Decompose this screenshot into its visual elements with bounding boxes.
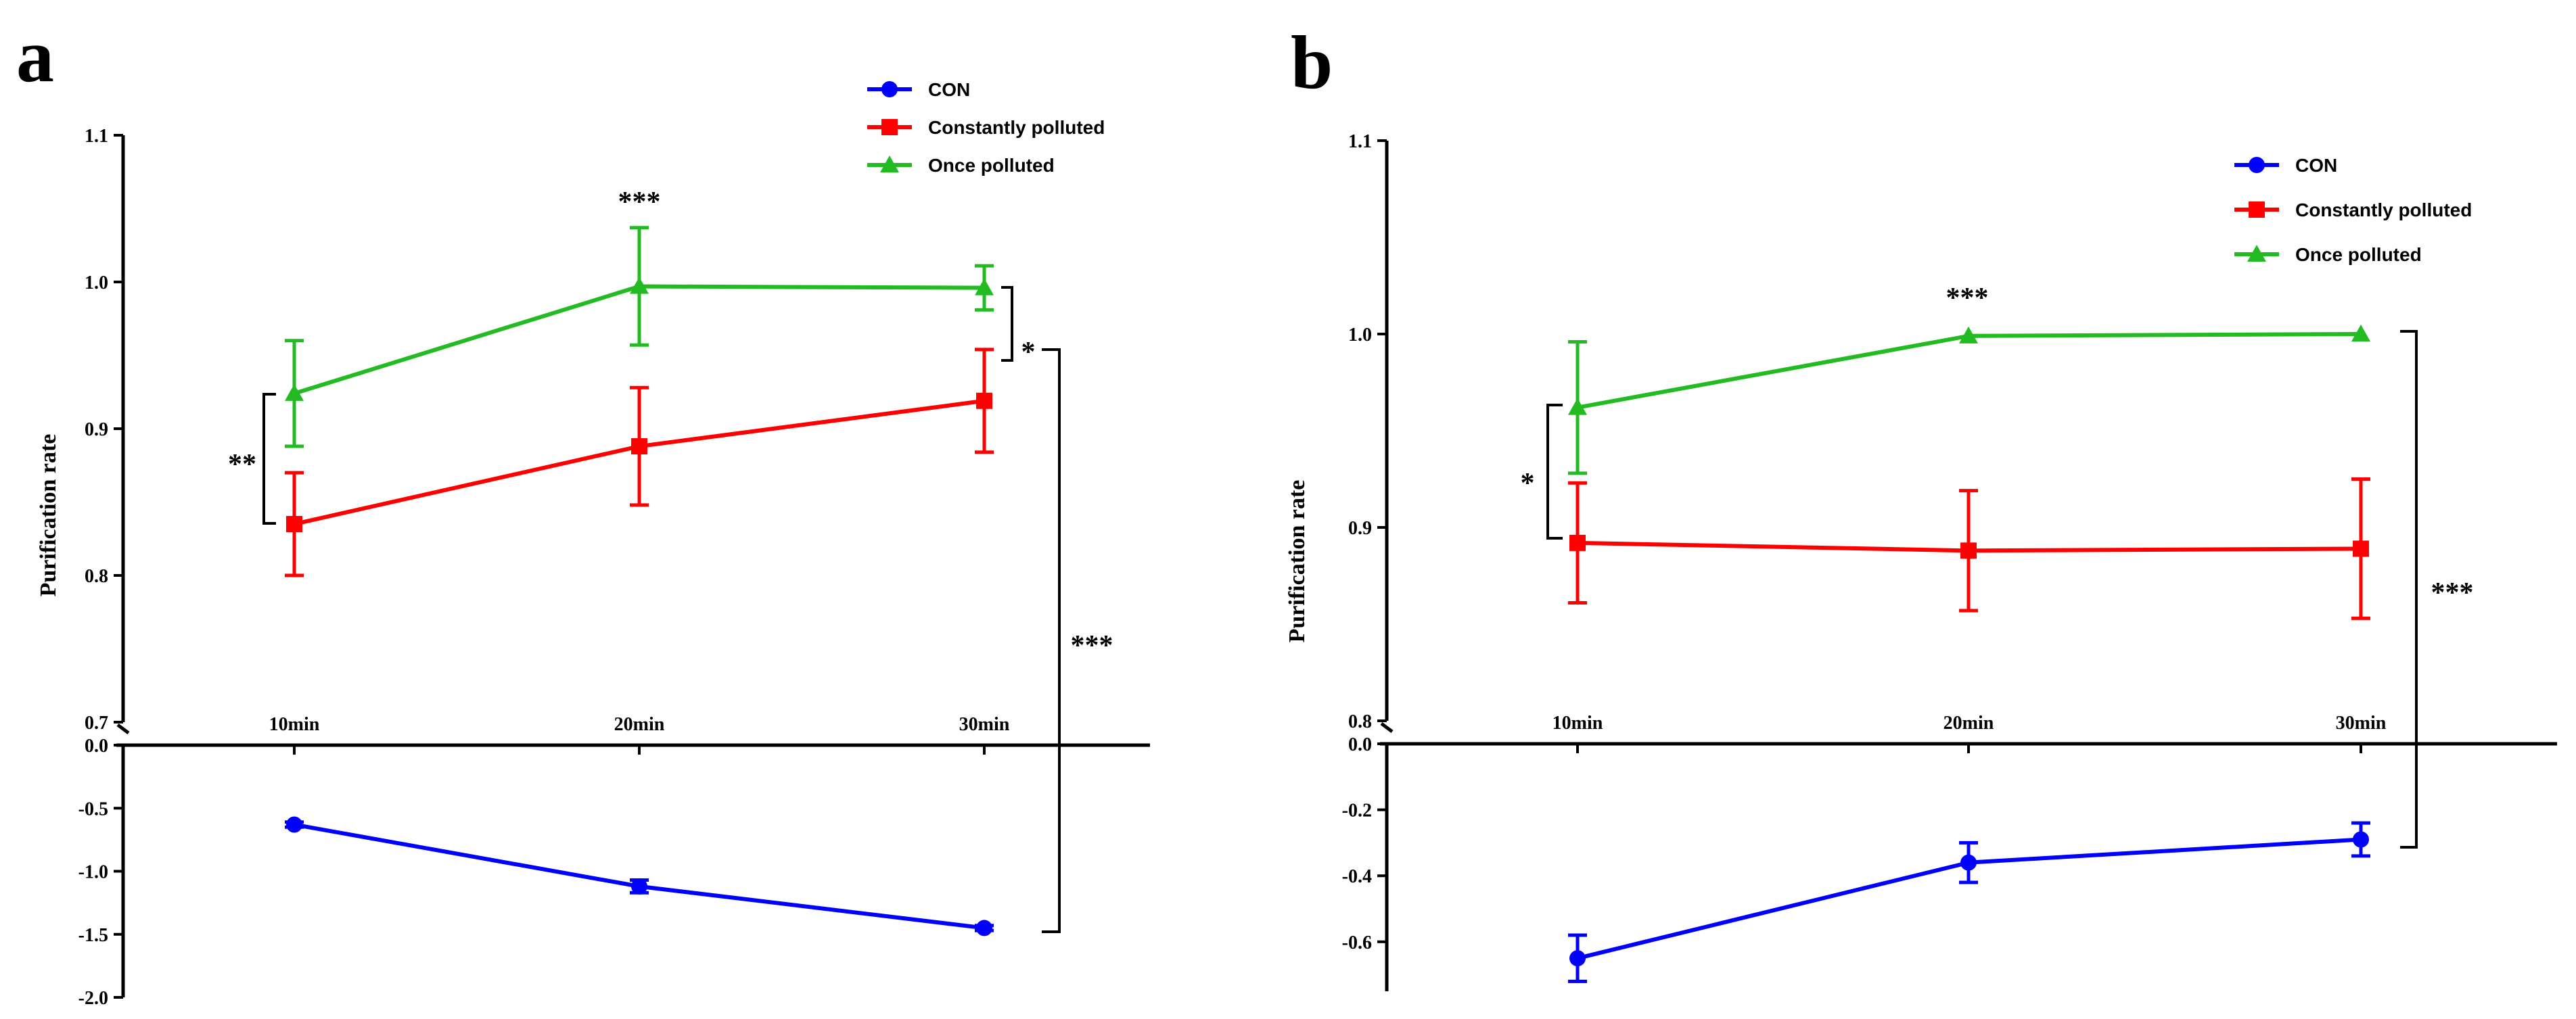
legend-marker-once-polluted bbox=[880, 156, 899, 172]
panel-a-point-constantly-polluted bbox=[286, 516, 302, 533]
legend-marker-con bbox=[881, 81, 898, 97]
panel-b-point-con bbox=[1960, 854, 1977, 871]
panel-b-point-once-polluted bbox=[1568, 398, 1587, 415]
panel-b-y-tick-label-upper: 1.1 bbox=[1348, 131, 1372, 152]
panel-b-series bbox=[1568, 325, 2370, 983]
panel-a-y-tick-label-upper: 1.1 bbox=[85, 126, 108, 147]
panel-b-line-once-polluted bbox=[1577, 332, 2362, 410]
panel-b-y-axis-label: Purification rate bbox=[1285, 480, 1310, 643]
panel-b-legend: CON Constantly polluted Once polluted bbox=[2234, 155, 2472, 265]
legend-label-con: CON bbox=[928, 79, 970, 100]
panel-a-y-tick-label-upper: 0.7 bbox=[85, 713, 108, 734]
panel-b-y-tick-label-upper: 0.8 bbox=[1348, 711, 1372, 732]
panel-a-point-con bbox=[631, 878, 647, 895]
panel-b-x-tick-label: 20min bbox=[1944, 713, 1994, 734]
panel-a-point-once-polluted bbox=[285, 383, 304, 401]
legend-marker-constantly-polluted bbox=[881, 119, 898, 135]
panel-a-point-once-polluted bbox=[975, 278, 994, 295]
panel-b-sig-con: *** bbox=[2431, 577, 2474, 609]
panel-a-sig-30min: * bbox=[1021, 337, 1036, 368]
panel-b-y-tick-label-upper: 1.0 bbox=[1348, 325, 1372, 346]
panel-b-point-con bbox=[2353, 831, 2369, 848]
panel-b-bracket-con bbox=[2400, 330, 2418, 849]
legend-label-con: CON bbox=[2295, 155, 2337, 176]
legend-label-constantly-polluted: Constantly polluted bbox=[2295, 199, 2472, 220]
panel-a-y-tick-label-lower: -1.0 bbox=[78, 862, 108, 883]
panel-a-x-tick-label: 30min bbox=[959, 714, 1010, 735]
panel-a-y-axis-label: Purification rate bbox=[36, 434, 61, 597]
panel-b-x-tick-label: 10min bbox=[1552, 713, 1603, 734]
panel-b-y-tick-label-lower: 0.0 bbox=[1348, 734, 1372, 755]
legend-label-once-polluted: Once polluted bbox=[2295, 244, 2422, 265]
panel-b-point-once-polluted bbox=[1959, 326, 1978, 343]
panel-b-y-tick-label-lower: -0.6 bbox=[1342, 932, 1372, 953]
panel-b-point-con bbox=[1569, 950, 1586, 967]
panel-a-point-con bbox=[976, 920, 992, 937]
panel-b-sig-10min: * bbox=[1521, 468, 1535, 499]
panel-a-point-once-polluted bbox=[630, 277, 649, 294]
panel-a-legend: CON Constantly polluted Once polluted bbox=[867, 79, 1105, 176]
panel-a-x-tick-label: 10min bbox=[269, 714, 320, 735]
panel-b-axis-break-mark bbox=[1380, 722, 1394, 733]
panel-a-point-constantly-polluted bbox=[631, 438, 647, 455]
legend-marker-con bbox=[2249, 157, 2265, 173]
legend-label-constantly-polluted: Constantly polluted bbox=[928, 117, 1105, 138]
panel-b-annotations: * *** *** bbox=[1521, 283, 2474, 849]
legend-marker-constantly-polluted bbox=[2249, 202, 2265, 218]
panel-a-point-con bbox=[286, 816, 302, 833]
panel-a-y-tick-label-upper: 1.0 bbox=[85, 272, 108, 293]
panel-a-point-constantly-polluted bbox=[976, 392, 992, 409]
panel-b-point-constantly-polluted bbox=[1960, 542, 1977, 559]
panel-b-letter: b bbox=[1291, 21, 1333, 105]
panel-a-x-tick-label: 20min bbox=[614, 714, 665, 735]
panel-b-axes: 0.8 0.9 1.0 1.1 0.0 -0.2 -0.4 -0.6 10min 20min 30m… bbox=[1342, 131, 2557, 991]
legend-marker-once-polluted bbox=[2247, 245, 2266, 262]
panel-a-y-tick-label-upper: 0.9 bbox=[85, 419, 108, 440]
panel-a-axes: 0.7 0.8 0.9 1.0 1.1 0.0 -0.5 -1.0 -1.5 -2.0 10min 2… bbox=[78, 126, 1150, 1009]
panel-a-y-tick-label-lower: -1.5 bbox=[78, 925, 108, 946]
panel-b-y-tick-label-lower: -0.4 bbox=[1342, 866, 1372, 887]
panel-a-bracket-10min bbox=[262, 393, 276, 525]
panel-b-point-constantly-polluted bbox=[1569, 534, 1586, 551]
panel-b-bracket-10min bbox=[1546, 404, 1563, 540]
panel-a-y-tick-label-lower: -2.0 bbox=[78, 988, 108, 1009]
legend-label-once-polluted: Once polluted bbox=[928, 155, 1055, 176]
panel-a-bracket-30min bbox=[1001, 286, 1013, 362]
panel-a-sig-con: *** bbox=[1071, 630, 1113, 661]
panel-a-series bbox=[285, 226, 994, 937]
panel-b-point-constantly-polluted bbox=[2353, 540, 2369, 557]
panel-a-annotations: ** *** * *** bbox=[228, 187, 1113, 933]
panel-a-y-tick-label-lower: 0.0 bbox=[85, 736, 108, 757]
panel-a-line-con bbox=[294, 822, 985, 930]
panel-b-sig-20min: *** bbox=[1946, 283, 1989, 314]
panel-a-y-tick-label-lower: -0.5 bbox=[78, 799, 108, 820]
panel-a-sig-10min: ** bbox=[228, 449, 256, 480]
panel-a-y-tick-label-upper: 0.8 bbox=[85, 566, 108, 587]
panel-b-y-tick-label-upper: 0.9 bbox=[1348, 518, 1372, 539]
panel-b: b Purification rate 0.8 0.9 1.0 1.1 0.0 -0.2 -… bbox=[1285, 21, 2557, 991]
panel-a-bracket-con bbox=[1042, 348, 1061, 933]
panel-b-y-tick-label-lower: -0.2 bbox=[1342, 801, 1372, 822]
panel-a-sig-20min: *** bbox=[618, 187, 661, 218]
panel-b-x-tick-label: 30min bbox=[2336, 713, 2387, 734]
panel-b-point-once-polluted bbox=[2351, 325, 2370, 341]
panel-a-axis-break-mark bbox=[116, 724, 130, 734]
panel-a: a Purification rate 0.7 0.8 0.9 1.0 1.1 0.0 -0… bbox=[16, 14, 1150, 1009]
panel-a-letter: a bbox=[16, 14, 54, 98]
